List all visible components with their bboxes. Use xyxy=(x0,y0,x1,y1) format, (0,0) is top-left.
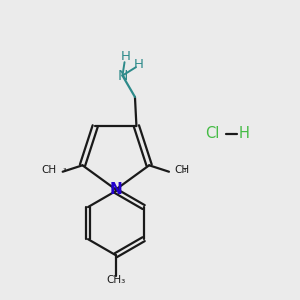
Text: ₃: ₃ xyxy=(62,165,66,174)
Text: H: H xyxy=(134,58,144,71)
Text: H: H xyxy=(238,126,249,141)
Text: N: N xyxy=(117,69,128,82)
Text: H: H xyxy=(121,50,131,63)
Text: N: N xyxy=(110,182,122,197)
Text: Cl: Cl xyxy=(205,126,220,141)
Text: ₃: ₃ xyxy=(182,165,186,174)
Text: CH₃: CH₃ xyxy=(106,275,125,286)
Text: CH: CH xyxy=(41,165,56,175)
Text: CH: CH xyxy=(174,165,189,175)
